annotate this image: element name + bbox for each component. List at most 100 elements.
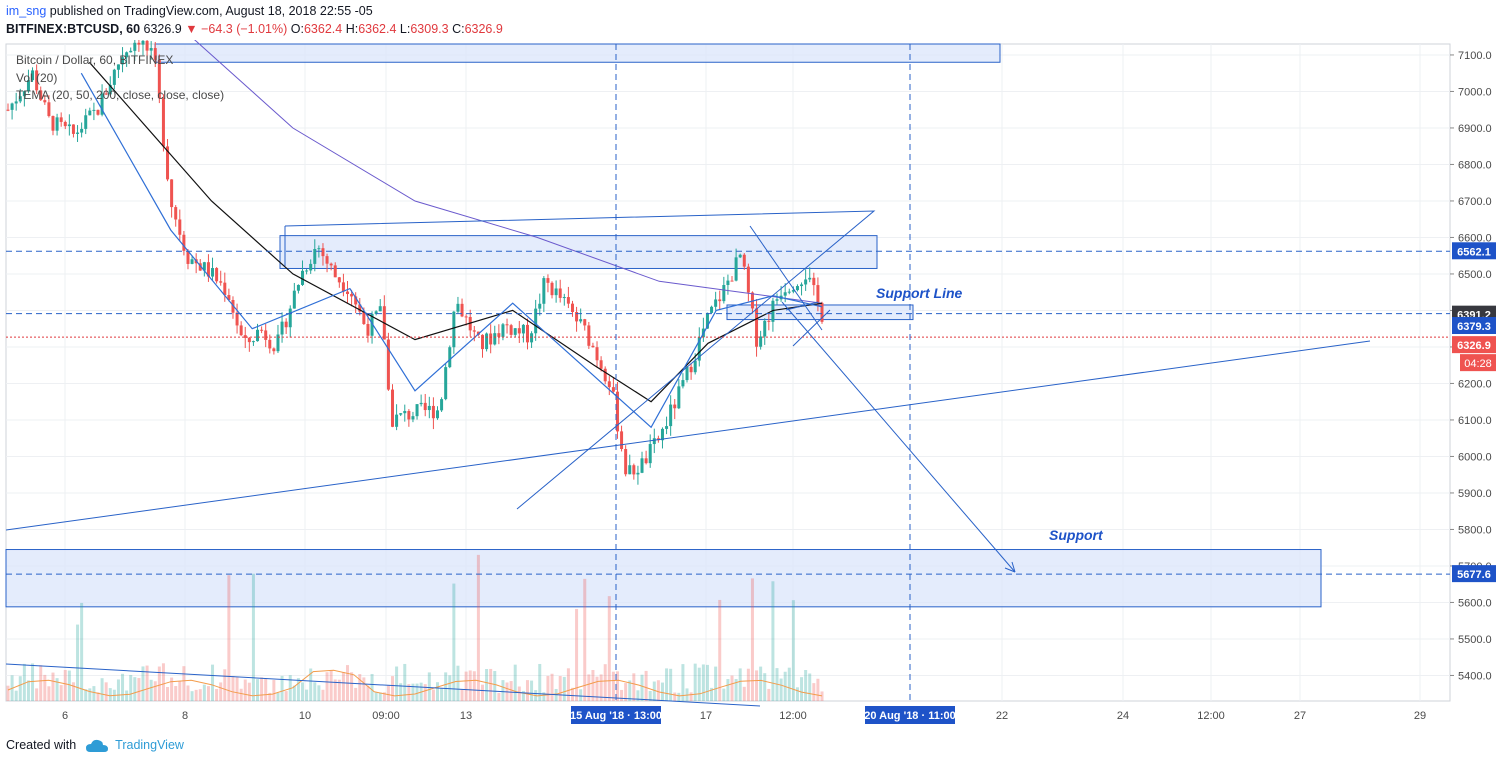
- volume-bar: [251, 573, 255, 701]
- candle-body: [738, 254, 742, 258]
- y-tick-label: 6000.0: [1458, 451, 1492, 463]
- candle-body: [575, 312, 579, 322]
- volume-bar: [620, 689, 624, 701]
- candle-body: [125, 52, 129, 58]
- volume-bar: [681, 664, 685, 701]
- volume-bar: [705, 664, 709, 701]
- candle-body: [742, 254, 746, 267]
- x-tick-label: 12:00: [1197, 710, 1225, 722]
- candle-body: [170, 179, 174, 208]
- candle-body: [256, 329, 260, 342]
- candle-body: [247, 337, 251, 343]
- volume-bar: [722, 688, 726, 701]
- candle-body: [403, 410, 407, 414]
- volume-bar: [652, 681, 656, 701]
- volume-bar: [677, 692, 681, 701]
- volume-bar: [337, 679, 341, 701]
- candle-body: [530, 333, 534, 343]
- publish-line: im_sng published on TradingView.com, Aug…: [6, 4, 373, 18]
- volume-bar: [47, 686, 51, 701]
- last-price: 6326.9: [143, 22, 182, 36]
- x-tick-label: 29: [1414, 710, 1426, 722]
- volume-bar: [660, 682, 664, 701]
- candle-body: [333, 265, 337, 278]
- candle-body: [6, 109, 10, 111]
- candle-body: [624, 449, 628, 475]
- volume-bar: [701, 664, 705, 701]
- candle-body: [550, 282, 554, 296]
- trend-drawings: [5, 210, 1371, 707]
- tradingview-brand[interactable]: TradingView: [115, 738, 184, 752]
- volume-bar: [14, 690, 18, 701]
- horizontal-levels: [6, 44, 1450, 701]
- volume-bar: [239, 688, 243, 701]
- candle-body: [116, 64, 120, 70]
- candle-body: [305, 270, 309, 272]
- candle-body: [759, 336, 763, 347]
- volume-trendline: [5, 663, 761, 707]
- footer: Created with TradingView: [6, 738, 184, 753]
- candle-body: [362, 311, 366, 325]
- y-tick-label: 7100.0: [1458, 50, 1492, 62]
- ohlc-high-key: H:: [345, 22, 359, 36]
- y-tick-label: 6900.0: [1458, 123, 1492, 135]
- candle-body: [534, 308, 538, 334]
- candle-body: [84, 115, 88, 129]
- candle-body: [501, 324, 505, 337]
- candle-body: [47, 102, 51, 117]
- candle-body: [435, 410, 439, 419]
- volume-bar: [525, 680, 529, 701]
- x-tick-label: 10: [299, 710, 311, 722]
- volume-bar: [472, 671, 476, 701]
- volume-bar: [141, 666, 145, 701]
- volume-bar: [166, 686, 170, 701]
- candle-body: [55, 117, 59, 131]
- cloud-logo-icon: [85, 739, 108, 752]
- x-tick-label: 8: [182, 710, 188, 722]
- candle-body: [419, 402, 423, 405]
- volume-bar: [43, 674, 47, 701]
- legend-volume: Vol (20): [16, 71, 58, 85]
- volume-bar: [460, 689, 464, 701]
- candle-body: [296, 284, 300, 291]
- candle-body: [587, 325, 591, 346]
- volume-bar: [362, 677, 366, 701]
- candle-body: [325, 256, 329, 264]
- candle-body: [198, 263, 202, 271]
- volume-bar: [714, 666, 718, 701]
- candle-body: [104, 93, 108, 95]
- volume-bar: [599, 674, 603, 701]
- candle-body: [525, 324, 529, 343]
- candle-body: [272, 348, 276, 352]
- y-tick-label: 5500.0: [1458, 634, 1492, 646]
- y-tick-label: 5600.0: [1458, 597, 1492, 609]
- y-tick-label: 7000.0: [1458, 86, 1492, 98]
- candle-body: [313, 248, 317, 264]
- volume-bar: [726, 679, 730, 701]
- candle-body: [374, 311, 378, 314]
- price-tag: [1452, 242, 1496, 260]
- candle-body: [554, 288, 558, 296]
- price-tag: [1452, 317, 1496, 335]
- candle-body: [284, 321, 288, 328]
- support-zone-bottom: [5, 549, 1322, 608]
- price-tag: [1452, 565, 1496, 583]
- candle-body: [726, 280, 730, 286]
- candle-body: [190, 259, 194, 264]
- volume-bar: [145, 665, 149, 701]
- x-tick-label: 24: [1117, 710, 1129, 722]
- countdown-label: 04:28: [1464, 358, 1492, 370]
- volume-bar: [280, 675, 284, 701]
- volume-bar: [538, 663, 542, 701]
- projection-arrow-line: [781, 301, 1016, 573]
- volume-bar: [570, 687, 574, 701]
- volume-bar: [820, 691, 824, 701]
- price-chart[interactable]: 7100.0 7000.0 6900.0 6800.0 6700.0 6600.0 6500…: [0, 40, 1508, 730]
- author-link[interactable]: im_sng: [6, 4, 47, 18]
- volume-bar: [6, 685, 10, 701]
- volume-bar: [272, 680, 276, 701]
- volume-bar: [84, 689, 88, 701]
- volume-bar: [693, 663, 697, 701]
- volume-bar: [579, 689, 583, 701]
- volume-bar: [771, 581, 775, 701]
